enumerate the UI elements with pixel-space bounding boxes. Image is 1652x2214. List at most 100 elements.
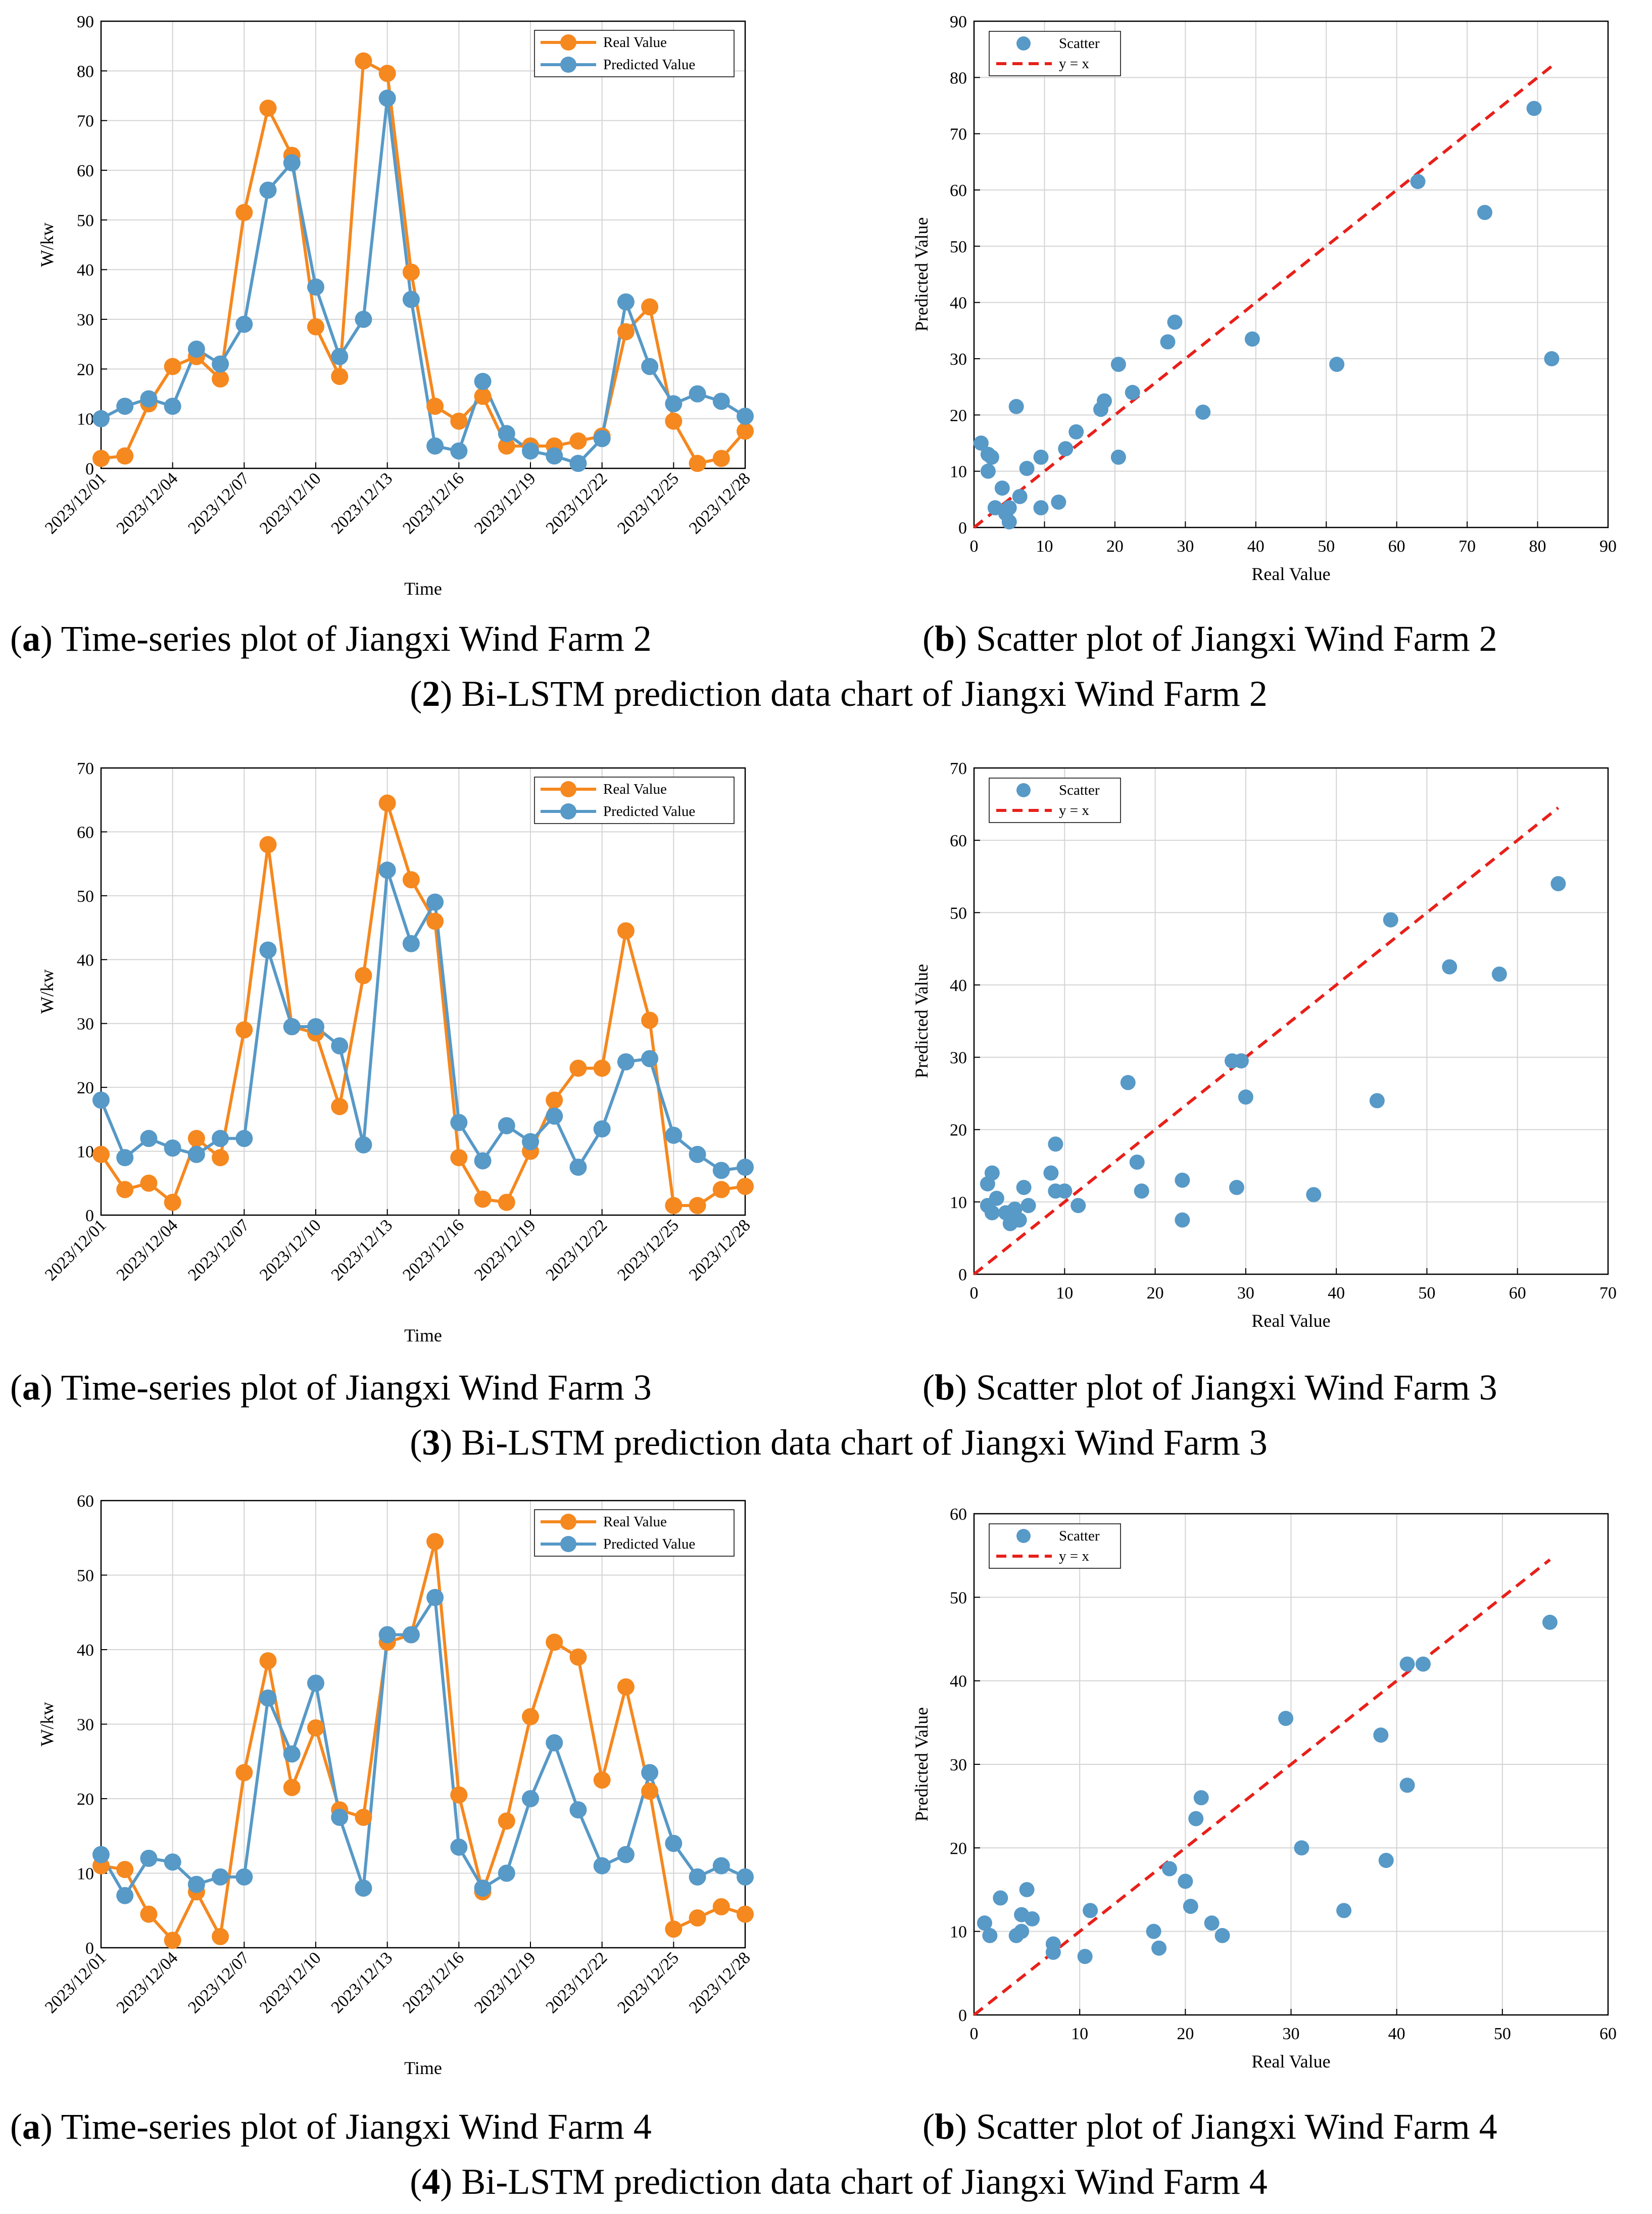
x-tick-label: 30: [1283, 2025, 1300, 2043]
data-point-predicted: [235, 1868, 253, 1886]
series-line-predicted: [101, 1598, 745, 1896]
data-point-real: [522, 1708, 539, 1725]
x-tick-label: 2023/12/19: [471, 1948, 540, 2017]
x-tick-label: 2023/12/01: [41, 1216, 110, 1284]
scatter-point: [1379, 1853, 1394, 1868]
legend-label: y = x: [1059, 56, 1089, 72]
scatter-point: [1542, 1615, 1558, 1630]
legend-label: Scatter: [1059, 1528, 1100, 1544]
scatter-point: [993, 1891, 1008, 1906]
legend: Scatter y = x: [989, 31, 1121, 76]
x-tick-label: 2023/12/13: [328, 1948, 397, 2017]
x-tick-label: 2023/12/25: [614, 1948, 683, 2017]
x-tick-label: 0: [970, 2025, 979, 2043]
data-point-predicted: [260, 1690, 277, 1707]
data-point-real: [737, 1906, 754, 1923]
caption-3b: (b) Scatter plot of Jiangxi Wind Farm 3: [922, 1367, 1497, 1408]
x-tick-label: 2023/12/16: [399, 469, 468, 538]
x-tick-label: 90: [1599, 537, 1617, 556]
x-tick-label: 2023/12/13: [328, 469, 397, 538]
data-point-real: [212, 1149, 229, 1166]
legend-label: Predicted Value: [603, 803, 695, 820]
data-point-predicted: [307, 278, 324, 296]
data-point-predicted: [116, 1149, 133, 1166]
scatter-point: [1151, 1941, 1167, 1956]
y-tick-label: 10: [950, 463, 967, 482]
data-point-predicted: [450, 1839, 467, 1856]
data-point-predicted: [713, 1162, 730, 1179]
y-tick-label: 70: [77, 112, 94, 131]
data-point-predicted: [188, 1876, 205, 1893]
scatter-point: [1194, 1790, 1209, 1805]
y-tick-label: 80: [77, 62, 94, 81]
series-line-predicted: [101, 98, 745, 463]
x-tick-label: 50: [1494, 2025, 1511, 2043]
data-point-real: [450, 413, 467, 430]
chart-sc3: 0102030405060700 10 20 30 40 50 60 70Real Value…: [911, 759, 1617, 1331]
scatter-point: [1121, 1075, 1136, 1090]
x-tick-label: 50: [1318, 537, 1335, 556]
scatter-point: [1162, 1861, 1177, 1876]
data-point-predicted: [594, 1857, 611, 1874]
data-point-real: [307, 1719, 324, 1737]
x-tick-label: 30: [1177, 537, 1194, 556]
data-point-real: [665, 1920, 682, 1938]
legend-marker: [1016, 783, 1031, 797]
x-tick-label: 2023/12/22: [543, 469, 611, 538]
y-tick-label: 20: [950, 1839, 967, 1858]
scatter-point: [1306, 1187, 1321, 1202]
scatter-point: [1160, 334, 1175, 350]
data-point-predicted: [617, 1846, 635, 1863]
data-point-real: [379, 795, 396, 812]
x-tick-label: 2023/12/04: [113, 469, 182, 538]
data-point-predicted: [379, 861, 396, 879]
caption-3b-letter: b: [935, 1367, 955, 1408]
data-point-real: [617, 922, 635, 939]
legend-label: y = x: [1059, 1548, 1089, 1564]
data-point-predicted: [641, 1050, 658, 1067]
scatter-point: [981, 464, 996, 479]
legend-marker: [1016, 1529, 1031, 1543]
scatter-point: [984, 450, 999, 465]
data-point-real: [116, 1181, 133, 1198]
data-point-real: [283, 1779, 301, 1796]
caption-2b: (b) Scatter plot of Jiangxi Wind Farm 2: [922, 618, 1497, 659]
x-tick-label: 20: [1147, 1284, 1164, 1303]
legend: Real ValuePredicted Value: [535, 30, 734, 77]
data-point-real: [689, 455, 706, 472]
data-point-predicted: [617, 1053, 635, 1071]
data-point-predicted: [665, 1835, 682, 1852]
x-tick-label: 50: [1418, 1284, 1435, 1303]
data-point-predicted: [92, 410, 110, 427]
data-point-real: [498, 1812, 515, 1830]
y-tick-label: 60: [77, 1492, 94, 1511]
scatter-point: [1278, 1711, 1293, 1726]
data-point-predicted: [212, 356, 229, 373]
caption-3a: (a) Time-series plot of Jiangxi Wind Far…: [10, 1367, 652, 1408]
data-point-predicted: [188, 341, 205, 358]
y-axis-label: Predicted Value: [911, 964, 932, 1078]
legend-marker: [560, 34, 576, 51]
x-tick-label: 2023/12/07: [184, 469, 253, 538]
y-tick-label: 60: [950, 832, 967, 850]
caption-4-num: 4: [422, 2161, 440, 2202]
data-point-real: [689, 1909, 706, 1927]
scatter-point: [1195, 405, 1210, 420]
data-point-predicted: [140, 1850, 157, 1867]
data-point-real: [569, 1060, 587, 1077]
data-point-real: [355, 1809, 372, 1826]
legend-label: Real Value: [603, 1514, 667, 1530]
x-tick-label: 70: [1459, 537, 1476, 556]
x-tick-label: 2023/12/19: [471, 469, 540, 538]
x-tick-label: 10: [1036, 537, 1053, 556]
legend-box: [989, 778, 1121, 823]
data-point-predicted: [569, 455, 587, 472]
y-tick-label: 70: [950, 125, 967, 144]
data-point-predicted: [546, 1734, 563, 1751]
legend-label: Scatter: [1059, 35, 1100, 52]
data-point-predicted: [307, 1018, 324, 1035]
data-point-real: [164, 1194, 181, 1211]
data-point-predicted: [689, 1868, 706, 1886]
data-point-real: [235, 204, 253, 221]
data-point-real: [426, 912, 444, 930]
